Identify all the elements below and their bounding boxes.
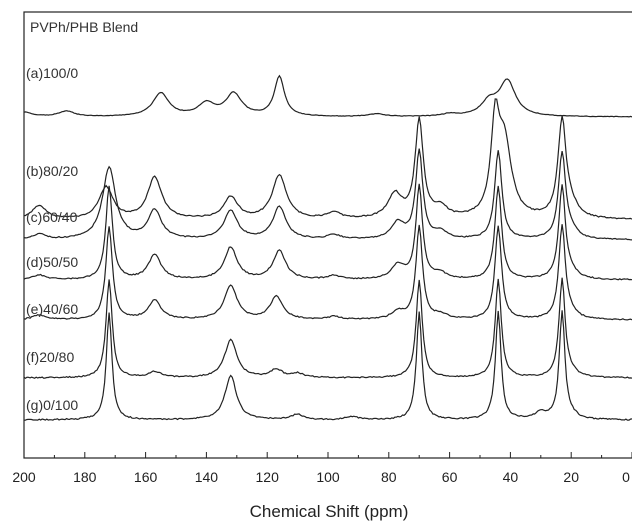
x-tick-label-140: 140: [195, 469, 219, 485]
series-label-6: (f)20/80: [26, 349, 74, 365]
x-axis: 200 180 160 140 120 100 80 60 40 20 0: [12, 452, 632, 485]
spectrum-line-2: [23, 98, 632, 220]
spectrum-line-7: [23, 310, 632, 421]
series-label-3: (c)60/40: [26, 209, 78, 225]
series-label-4: (d)50/50: [26, 254, 78, 270]
series-label-2: (b)80/20: [26, 163, 78, 179]
x-tick-label-100: 100: [316, 469, 340, 485]
x-tick-label-0: 0: [622, 469, 630, 485]
spectra-group: (a)100/0 (b)80/20 (c)60/40 (d)50/50 (e)40/60…: [23, 65, 632, 421]
spectrum-line-3: [23, 148, 632, 241]
x-tick-label-60: 60: [442, 469, 458, 485]
x-tick-label-80: 80: [381, 469, 397, 485]
x-axis-title: Chemical Shift (ppm): [250, 502, 409, 521]
series-label-7: (g)0/100: [26, 397, 78, 413]
spectrum-line-5: [23, 224, 632, 321]
plot-frame: [23, 11, 632, 459]
x-tick-label-160: 160: [134, 469, 158, 485]
x-tick-label-200: 200: [12, 469, 36, 485]
x-tick-label-120: 120: [256, 469, 280, 485]
spectrum-line-4: [23, 183, 632, 281]
x-tick-label-20: 20: [563, 469, 579, 485]
chart-title: PVPh/PHB Blend: [30, 19, 138, 35]
x-tick-label-40: 40: [503, 469, 519, 485]
x-tick-label-180: 180: [73, 469, 97, 485]
spectrum-line-1: [23, 74, 632, 118]
spectrum-line-6: [23, 277, 632, 380]
series-label-1: (a)100/0: [26, 65, 78, 81]
series-label-5: (e)40/60: [26, 301, 78, 317]
